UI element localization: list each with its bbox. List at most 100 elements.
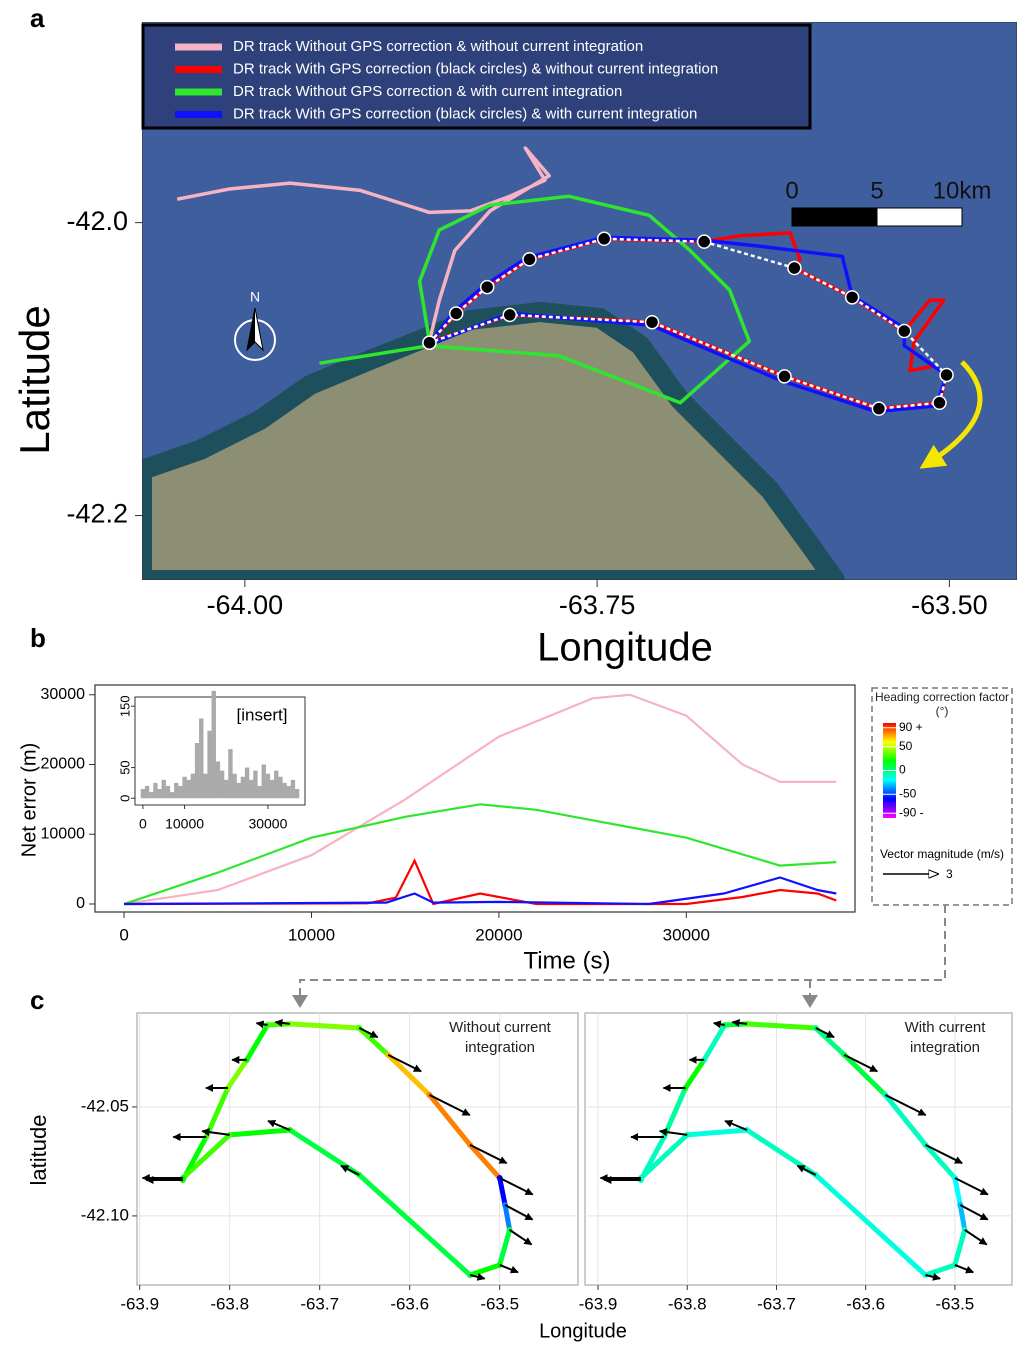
panel-label: b: [30, 623, 46, 653]
bar: [257, 785, 262, 799]
x-tick-label: -63.9: [579, 1294, 618, 1313]
current-vector: [731, 1018, 748, 1027]
heading-segment: [841, 1052, 888, 1098]
current-vector: [358, 1027, 379, 1039]
heading-segment: [203, 1085, 231, 1140]
heading-segment: [227, 1127, 293, 1138]
current-vector: [925, 1273, 941, 1281]
track-line: [427, 235, 949, 414]
x-tick-label: 10000: [165, 816, 204, 832]
colorbar-label: 50: [899, 739, 913, 753]
heading-segment: [467, 1262, 503, 1278]
current-vector: [469, 1273, 486, 1281]
panel-title: With current integration: [904, 1019, 986, 1056]
y-tick-label: 30000: [41, 686, 86, 703]
current-vector: [658, 1128, 688, 1137]
y-axis-title: Net error (m): [18, 743, 40, 857]
heading-segment: [356, 1172, 473, 1278]
y-tick-label: 50: [117, 760, 132, 774]
current-vector: [724, 1119, 748, 1131]
current-vector: [815, 1027, 835, 1039]
current-vector: [925, 1143, 963, 1165]
bar: [207, 730, 212, 799]
bar: [199, 718, 204, 799]
bar: [174, 782, 179, 799]
colorbar-label: -90 -: [899, 805, 924, 819]
current-vector: [469, 1143, 508, 1165]
bar: [269, 779, 275, 799]
vector-legend-label: 3: [946, 867, 953, 881]
x-tick-label: -63.75: [559, 590, 636, 620]
bar: [290, 779, 296, 799]
current-vector: [387, 1053, 422, 1073]
bar: [144, 785, 150, 799]
bar: [169, 792, 175, 799]
x-tick-label: 30000: [663, 925, 710, 944]
x-tick-label: 0: [139, 816, 147, 832]
bar: [157, 789, 162, 799]
track-line: [319, 194, 752, 405]
x-tick-label: 30000: [248, 816, 287, 832]
current-vector: [954, 1264, 974, 1274]
legend-title-box: Heading correction factor (°): [875, 690, 1009, 718]
bar: [261, 764, 266, 799]
y-axis-title: latitude: [26, 1115, 51, 1186]
x-tick-label: 10000: [288, 925, 335, 944]
x-tick-label: -63.8: [668, 1294, 707, 1313]
heading-segment: [744, 1021, 819, 1031]
current-vector: [429, 1094, 471, 1117]
gps-fix: [479, 279, 495, 295]
panel-title-box: Without current integration: [449, 1019, 551, 1056]
colorbar-label: 90 +: [899, 720, 923, 734]
bar: [178, 785, 183, 799]
x-tick-label: -63.5: [480, 1294, 519, 1313]
bar: [240, 776, 246, 799]
heading-segment: [701, 1022, 728, 1063]
current-vector: [255, 1020, 268, 1029]
bar: [286, 785, 291, 799]
bar: [203, 773, 208, 799]
x-tick-label: -63.6: [846, 1294, 885, 1313]
heading-segment: [638, 1132, 690, 1181]
current-vector: [267, 1119, 291, 1131]
bar: [215, 761, 221, 799]
gps-fix: [844, 290, 860, 305]
colorbar-label: 0: [899, 763, 906, 777]
heading-segment: [813, 1025, 847, 1058]
gps-fix: [448, 306, 464, 321]
error-line: [124, 876, 837, 906]
track-line: [176, 146, 551, 342]
current-vector: [964, 1229, 988, 1246]
x-tick-label: -63.5: [936, 1294, 975, 1313]
heading-segment: [813, 1172, 928, 1278]
y-tick-label: 0: [117, 795, 132, 802]
legend-label: DR track With GPS correction (black circ…: [233, 60, 718, 77]
x-tick-label: 0: [119, 925, 128, 944]
gps-fix: [932, 395, 947, 411]
x-tick-label: -63.6: [390, 1294, 429, 1313]
heading-segment: [922, 1262, 958, 1278]
panel-title: Without current integration: [449, 1019, 551, 1056]
current-vector: [201, 1128, 230, 1137]
current-vector: [509, 1229, 533, 1246]
panel-title-box: With current integration: [904, 1019, 986, 1056]
gps-fix: [644, 314, 660, 330]
bar: [265, 773, 271, 799]
gps-fix: [596, 231, 612, 247]
bar: [228, 749, 233, 799]
tracks: [176, 146, 954, 416]
x-tick-label: -63.9: [120, 1294, 159, 1313]
legend-box: [141, 23, 812, 130]
legend-label: DR track With GPS correction (black circ…: [233, 105, 697, 122]
current-vector: [954, 1177, 989, 1196]
heading-segment: [957, 1202, 968, 1233]
gps-fix: [502, 307, 518, 323]
current-vector: [504, 1204, 534, 1221]
heading-segment: [225, 1057, 250, 1091]
bar: [274, 770, 279, 799]
current-vector: [274, 1018, 291, 1027]
x-tick-label: -64.00: [207, 590, 284, 620]
y-axis-title: Latitude: [11, 305, 58, 454]
heading-segment: [427, 1092, 473, 1148]
